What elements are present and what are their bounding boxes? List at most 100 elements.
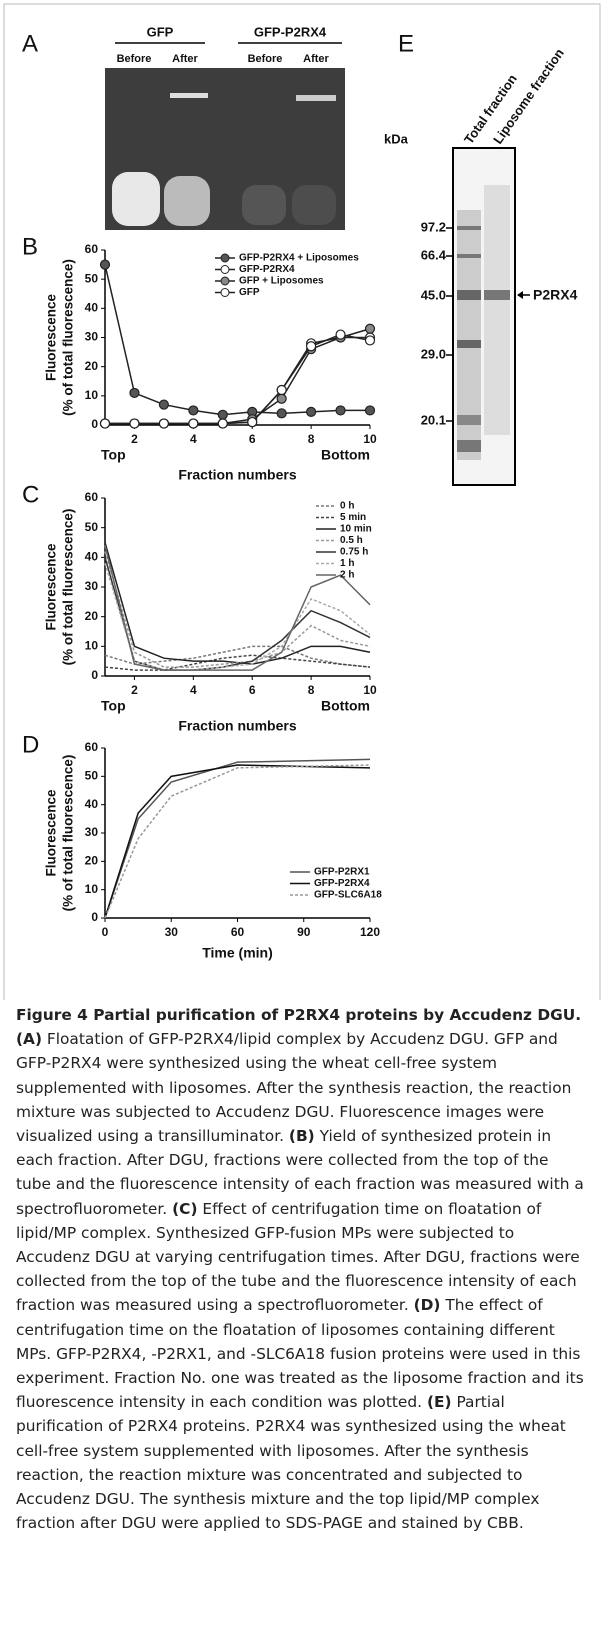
caption-text: The effect of centrifugation time on the…	[16, 1296, 584, 1412]
gel-band	[457, 340, 481, 348]
group-label: GFP	[147, 24, 174, 39]
y-axis-title: (% of total fluorescence)	[61, 259, 76, 416]
data-point	[188, 405, 199, 416]
x-end-label: Bottom	[321, 447, 370, 463]
data-point	[217, 409, 228, 420]
legend-marker	[220, 253, 230, 263]
x-tick-label: 6	[249, 683, 256, 697]
marker-label: 45.0	[421, 287, 446, 302]
x-end-label: Bottom	[321, 698, 370, 714]
legend-label: 2 h	[340, 570, 354, 581]
legend-marker	[220, 288, 230, 297]
y-axis-title: (% of total fluorescence)	[61, 755, 76, 912]
data-point	[276, 408, 287, 419]
y-tick-label: 0	[91, 417, 98, 431]
gel-band	[457, 415, 481, 425]
gel-band	[457, 440, 481, 452]
data-point	[99, 418, 111, 429]
caption-text: Partial purification of P2RX4 proteins. …	[16, 1393, 566, 1533]
y-tick-label: 0	[91, 668, 98, 682]
panel-label: A	[22, 30, 38, 57]
series-line	[104, 764, 371, 919]
caption-label: (B)	[288, 1127, 315, 1146]
y-tick-label: 60	[85, 740, 99, 754]
y-axis-title: Fluorescence	[44, 789, 59, 877]
y-tick-label: 10	[85, 388, 99, 402]
caption: Figure 4 Partial purification of P2RX4 p…	[16, 1003, 588, 1535]
lane-label: Before	[117, 53, 152, 65]
panel-label: D	[22, 731, 39, 758]
series-line	[104, 542, 371, 665]
data-point	[217, 418, 228, 429]
legend-label: 0 h	[340, 501, 354, 512]
x-tick-label: 8	[308, 432, 315, 446]
series-line	[105, 333, 371, 425]
legend-label: 0.75 h	[340, 547, 368, 558]
y-tick-label: 20	[85, 854, 99, 868]
x-tick-label: 60	[231, 925, 245, 939]
caption-label: (A)	[16, 1030, 42, 1049]
data-point	[335, 329, 346, 340]
data-point	[247, 416, 258, 428]
data-point	[306, 341, 317, 352]
legend-label: 0.5 h	[340, 535, 363, 546]
legend-label: GFP-P2RX4	[239, 264, 295, 275]
data-point	[158, 418, 169, 429]
data-point	[276, 384, 287, 396]
y-tick-label: 30	[85, 330, 99, 344]
gel-band	[484, 290, 510, 300]
legend-marker	[220, 265, 230, 274]
series-line	[105, 328, 371, 425]
caption-text: Effect of centrifugation time on floatat…	[16, 1199, 580, 1315]
legend-label: 5 min	[340, 512, 366, 523]
series-line	[104, 758, 371, 919]
series-line	[104, 551, 371, 668]
legend-label: GFP-P2RX1	[314, 867, 370, 878]
x-tick-label: 2	[131, 683, 138, 697]
data-point	[364, 323, 376, 334]
caption-text: Yield of synthesized protein in each fra…	[16, 1127, 584, 1218]
caption-label: (D)	[413, 1296, 441, 1315]
data-point	[188, 418, 199, 429]
y-tick-label: 0	[91, 910, 98, 924]
y-tick-label: 40	[85, 301, 99, 315]
marker-label: 97.2	[421, 219, 446, 234]
y-axis-title: Fluorescence	[44, 293, 59, 381]
y-axis-title: (% of total fluorescence)	[61, 509, 76, 666]
marker-label: 20.1	[421, 412, 446, 427]
y-tick-label: 50	[85, 271, 99, 285]
figure: A GFP GFP-P2RX4 Before After Before Afte…	[3, 3, 601, 1000]
x-tick-label: 90	[297, 925, 311, 939]
gel-band	[457, 254, 481, 258]
series-line	[104, 764, 371, 919]
x-tick-label: 120	[360, 925, 380, 939]
panel-label: C	[22, 481, 39, 508]
data-point	[129, 418, 140, 429]
marker-label: 66.4	[421, 247, 447, 262]
caption-label: (C)	[172, 1199, 198, 1218]
data-point	[364, 335, 376, 346]
series-line	[104, 563, 371, 671]
band-arrowhead	[517, 291, 523, 299]
band-label: P2RX4	[533, 287, 578, 303]
y-tick-label: 30	[85, 579, 99, 593]
legend-label: 10 min	[340, 524, 372, 535]
y-tick-label: 30	[85, 825, 99, 839]
gel-band	[457, 226, 481, 230]
panel-label: B	[22, 233, 38, 260]
series-line	[104, 557, 371, 671]
x-tick-label: 6	[249, 432, 256, 446]
y-tick-label: 60	[85, 242, 99, 256]
x-end-label: Top	[101, 447, 126, 463]
x-axis-title: Fraction numbers	[178, 467, 296, 483]
x-tick-label: 4	[190, 683, 197, 697]
gel-blob	[164, 176, 210, 226]
data-point	[158, 399, 169, 410]
marker-label: 29.0	[421, 346, 446, 361]
y-tick-label: 10	[85, 639, 99, 653]
x-tick-label: 10	[363, 432, 377, 446]
gel-band	[170, 93, 208, 98]
x-axis-title: Fraction numbers	[178, 718, 296, 734]
y-tick-label: 40	[85, 797, 99, 811]
